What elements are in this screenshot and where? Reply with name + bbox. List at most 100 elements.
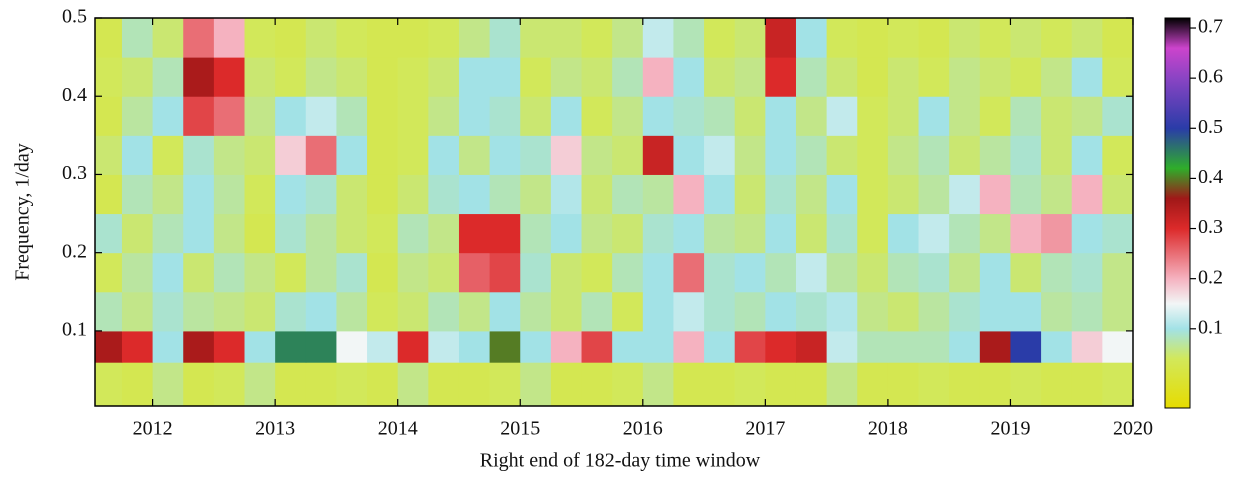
heatmap-cell: [153, 253, 184, 293]
heatmap-cell: [1010, 214, 1041, 254]
heatmap-cell: [520, 253, 551, 293]
heatmap-cell: [459, 362, 490, 406]
heatmap-cell: [91, 96, 122, 136]
heatmap-cell: [643, 18, 674, 58]
heatmap-cell: [306, 214, 337, 254]
heatmap-cell: [520, 135, 551, 175]
heatmap-cell: [919, 135, 950, 175]
heatmap-cell: [949, 18, 980, 58]
heatmap-cell: [765, 57, 796, 97]
heatmap-cell: [367, 135, 398, 175]
heatmap-cell: [643, 174, 674, 214]
heatmap-cell: [1041, 174, 1072, 214]
heatmap-cell: [980, 135, 1011, 175]
heatmap-cell: [428, 292, 459, 332]
heatmap-cell: [551, 174, 582, 214]
colorbar-tick-label: 0.6: [1198, 66, 1223, 88]
heatmap-cell: [398, 57, 429, 97]
heatmap-cell: [582, 18, 613, 58]
heatmap-cell: [153, 174, 184, 214]
heatmap-cell: [827, 57, 858, 97]
heatmap-cell: [398, 214, 429, 254]
heatmap-cell: [336, 96, 367, 136]
heatmap-cell: [612, 292, 643, 332]
heatmap-cell: [306, 362, 337, 406]
heatmap-cell: [765, 362, 796, 406]
heatmap-cell: [827, 96, 858, 136]
heatmap-cell: [1102, 174, 1133, 214]
heatmap-cell: [520, 57, 551, 97]
heatmap-cell: [827, 253, 858, 293]
heatmap-cell: [980, 292, 1011, 332]
heatmap-cell: [1041, 292, 1072, 332]
heatmap-cell: [336, 253, 367, 293]
heatmap-cell: [398, 253, 429, 293]
heatmap-cell: [704, 253, 735, 293]
heatmap-cell: [704, 331, 735, 363]
heatmap-cell: [1102, 253, 1133, 293]
x-tick-label: 2012: [133, 418, 173, 440]
heatmap-cell: [704, 18, 735, 58]
heatmap-cell: [735, 362, 766, 406]
heatmap-cell: [582, 174, 613, 214]
heatmap-cell: [183, 214, 214, 254]
heatmap-cell: [919, 174, 950, 214]
heatmap-cell: [91, 135, 122, 175]
heatmap-cell: [949, 174, 980, 214]
heatmap-cell: [949, 96, 980, 136]
heatmap-cell: [888, 214, 919, 254]
heatmap-cell: [490, 96, 521, 136]
heatmap-cell: [91, 331, 122, 363]
heatmap-cell: [949, 292, 980, 332]
heatmap-cell: [214, 214, 245, 254]
heatmap-cell: [398, 292, 429, 332]
heatmap-cell: [122, 253, 153, 293]
heatmap-cell: [398, 362, 429, 406]
heatmap-cell: [735, 292, 766, 332]
heatmap-cell: [857, 96, 888, 136]
heatmap-cell: [245, 292, 276, 332]
heatmap-cell: [490, 18, 521, 58]
heatmap-cell: [1010, 253, 1041, 293]
heatmap-cell: [490, 57, 521, 97]
heatmap-cell: [1010, 57, 1041, 97]
x-tick-label: 2015: [500, 418, 540, 440]
heatmap-cell: [275, 253, 306, 293]
heatmap-cell: [612, 18, 643, 58]
heatmap-cell: [796, 214, 827, 254]
heatmap-cell: [582, 135, 613, 175]
heatmap-cell: [367, 253, 398, 293]
heatmap-cell: [704, 135, 735, 175]
heatmap-cell: [367, 18, 398, 58]
heatmap-cell: [1010, 331, 1041, 363]
heatmap-cell: [612, 174, 643, 214]
heatmap-cell: [275, 292, 306, 332]
colorbar-tick-label: 0.1: [1198, 316, 1223, 338]
heatmap-cell: [520, 362, 551, 406]
heatmap-cell: [1102, 57, 1133, 97]
heatmap-cell: [827, 331, 858, 363]
heatmap-cell: [428, 57, 459, 97]
heatmap-cell: [183, 362, 214, 406]
heatmap-cell: [857, 174, 888, 214]
heatmap-cell: [153, 214, 184, 254]
heatmap-cell: [551, 214, 582, 254]
heatmap-cell: [796, 135, 827, 175]
heatmap-cell: [336, 135, 367, 175]
heatmap-cell: [612, 57, 643, 97]
heatmap-cell: [827, 18, 858, 58]
heatmap-cell: [91, 214, 122, 254]
heatmap-cell: [643, 214, 674, 254]
heatmap-cell: [919, 96, 950, 136]
heatmap-cell: [888, 57, 919, 97]
heatmap-cell: [459, 292, 490, 332]
heatmap-cell: [306, 331, 337, 363]
heatmap-cell: [275, 174, 306, 214]
heatmap-cell: [1041, 362, 1072, 406]
x-tick-label: 2017: [745, 418, 785, 440]
heatmap-cell: [306, 135, 337, 175]
heatmap-cell: [1072, 96, 1103, 136]
heatmap-cell: [245, 253, 276, 293]
heatmap-cell: [919, 331, 950, 363]
heatmap-cell: [428, 214, 459, 254]
